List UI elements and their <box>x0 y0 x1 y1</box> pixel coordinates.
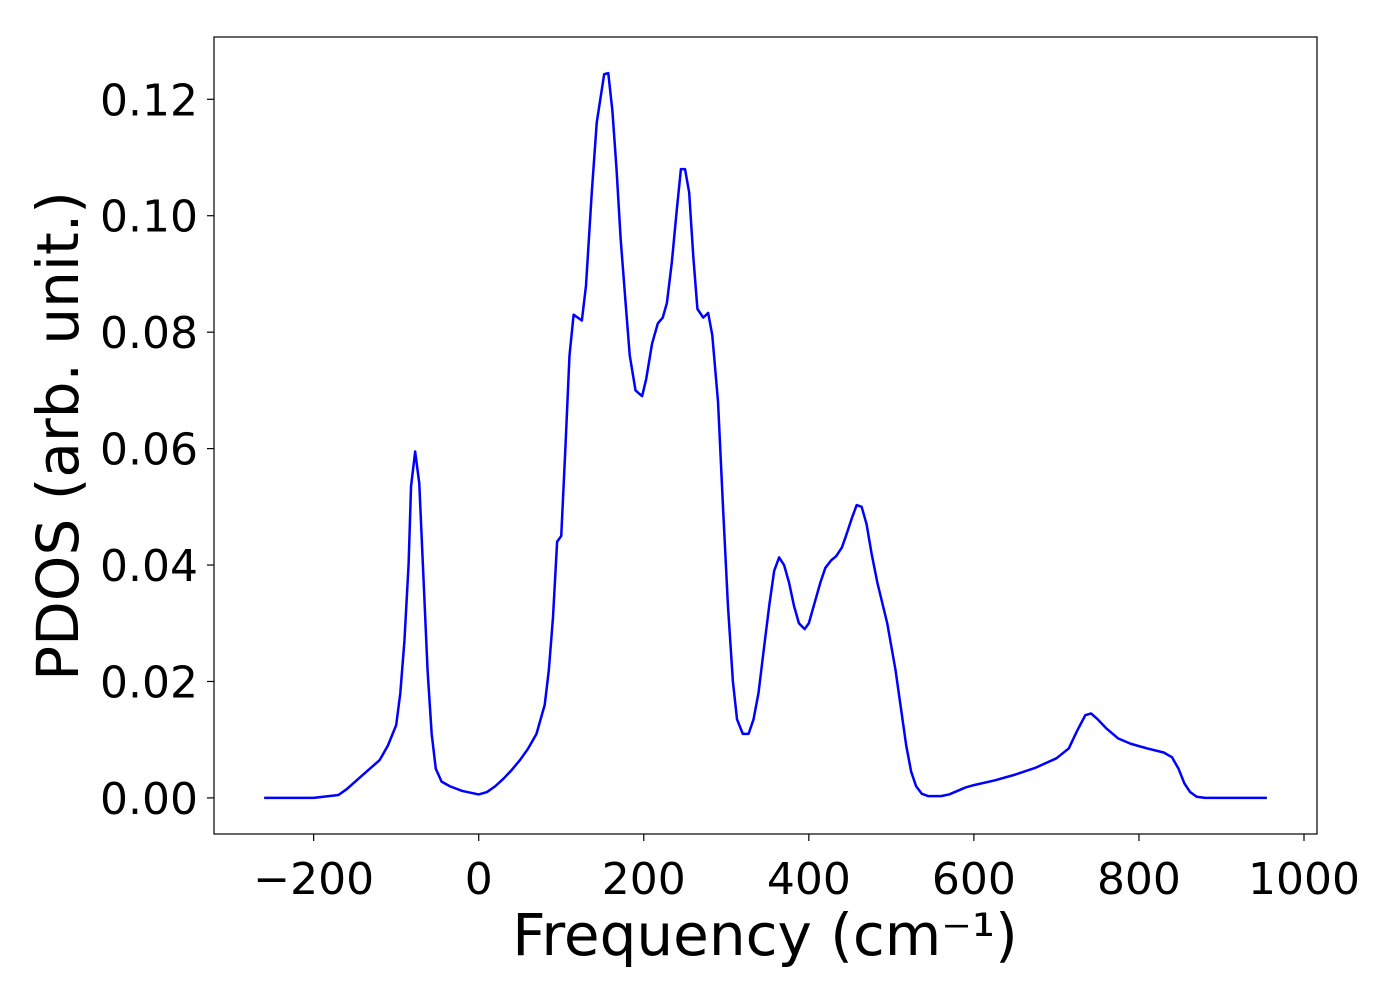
x-tick-label: 1000 <box>1248 854 1360 905</box>
y-tick-label: 0.10 <box>100 192 198 243</box>
x-tick-label: 200 <box>602 854 686 905</box>
y-tick-label: 0.06 <box>100 425 198 476</box>
y-tick-label: 0.02 <box>100 657 198 708</box>
x-tick-label: 800 <box>1097 854 1181 905</box>
plot-frame <box>213 36 1318 835</box>
x-tick-label: 400 <box>767 854 851 905</box>
pdos-line <box>264 71 1267 800</box>
y-tick-label: 0.00 <box>100 774 198 825</box>
x-tick-label: 600 <box>932 854 1016 905</box>
y-tick-label: 0.04 <box>100 541 198 592</box>
y-tick-label: 0.08 <box>100 308 198 359</box>
y-axis-label: PDOS (arb. unit.) <box>24 191 92 681</box>
x-axis-label: Frequency (cm⁻¹) <box>512 901 1018 969</box>
x-tick-label: 0 <box>465 854 493 905</box>
x-tick-label: −200 <box>253 854 374 905</box>
y-tick-label: 0.12 <box>100 75 198 126</box>
